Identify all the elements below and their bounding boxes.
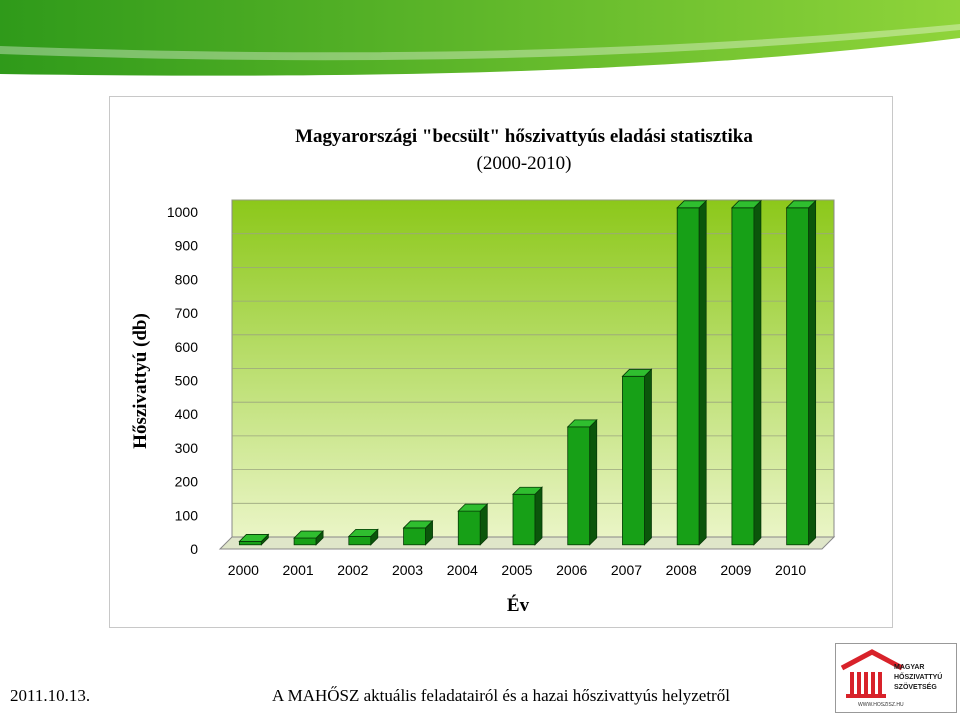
- bar: [512, 486, 543, 546]
- chart-subtitle: (2000-2010): [477, 153, 572, 174]
- bar: [785, 199, 817, 546]
- footer-caption: A MAHŐSZ aktuális feladatairól és a haza…: [272, 686, 730, 705]
- bar: [402, 519, 434, 546]
- bar-front: [512, 493, 536, 546]
- bar-top: [512, 486, 543, 495]
- bar-front: [403, 527, 426, 546]
- logo-url: WWW.HOSZISZ.HU: [858, 702, 904, 708]
- x-axis-label: Év: [507, 594, 530, 616]
- bar-front: [731, 207, 755, 546]
- header-banner: [0, 0, 960, 76]
- bar: [621, 368, 653, 546]
- bar-front: [567, 426, 591, 546]
- bar-front: [786, 207, 810, 546]
- bar-top: [347, 528, 379, 537]
- logo-text-line1: MAGYAR: [894, 664, 925, 671]
- x-tick-label: 2008: [666, 562, 697, 578]
- x-tick-label: 2006: [556, 562, 587, 578]
- bars: [238, 199, 817, 546]
- chart-svg: Magyarországi "becsült" hőszivattyús ela…: [130, 126, 836, 616]
- bar: [676, 199, 708, 546]
- y-tick-label: 400: [175, 406, 199, 422]
- footer-date: 2011.10.13.: [10, 686, 91, 705]
- bar-top: [566, 419, 598, 428]
- bar-top: [730, 200, 762, 209]
- x-tick-label: 2007: [611, 562, 642, 578]
- bar-top: [676, 200, 708, 209]
- y-tick-label: 800: [175, 271, 199, 287]
- banner-swoosh: [0, 0, 960, 76]
- bar: [347, 528, 379, 546]
- y-tick-label: 700: [175, 305, 199, 321]
- y-tick-label: 900: [175, 238, 199, 254]
- logo-text-line2: HŐSZIVATTYÚ: [894, 674, 943, 681]
- x-tick-label: 2009: [720, 562, 751, 578]
- bar-side: [808, 199, 817, 546]
- bar-front: [457, 510, 481, 546]
- x-axis-ticks: 2000 2001 2002 2003 2004 2005 2006 2007 2008 2009…: [228, 562, 807, 578]
- x-tick-label: 2001: [283, 562, 314, 578]
- logo-house-icon: [840, 649, 904, 698]
- bar: [457, 503, 489, 546]
- y-tick-label: 200: [175, 474, 199, 490]
- bar-top: [457, 503, 489, 512]
- bar-top: [293, 530, 325, 539]
- bar-side: [753, 199, 762, 546]
- y-tick-label: 100: [175, 507, 199, 523]
- x-tick-label: 2010: [775, 562, 806, 578]
- x-tick-label: 2003: [392, 562, 423, 578]
- bar-front: [238, 541, 262, 546]
- y-tick-label: 300: [175, 440, 199, 456]
- logo-text-line3: SZÖVETSÉG: [894, 684, 937, 691]
- bar-top: [621, 368, 653, 377]
- bar-front: [622, 375, 645, 546]
- banner-highlight: [0, 24, 960, 61]
- y-axis-label: Hőszivattyú (db): [130, 313, 151, 449]
- y-axis-ticks: 0 100 200 300 400 500 600 700 800 900 1000: [167, 204, 198, 557]
- bar-front: [348, 535, 372, 546]
- bar-side: [534, 486, 543, 546]
- y-tick-label: 1000: [167, 204, 198, 220]
- x-tick-label: 2000: [228, 562, 259, 578]
- bar-side: [644, 368, 652, 546]
- bar: [238, 533, 270, 546]
- x-tick-label: 2005: [501, 562, 532, 578]
- mahosz-logo: MAGYAR HŐSZIVATTYÚ SZÖVETSÉG WWW.HOSZISZ…: [835, 643, 957, 713]
- bar: [730, 199, 762, 546]
- bar-side: [589, 418, 598, 546]
- bar-front: [293, 537, 317, 546]
- bar-top: [238, 534, 270, 542]
- bar-side: [698, 199, 707, 546]
- chart-container: Magyarországi "becsült" hőszivattyús ela…: [109, 96, 893, 628]
- chart-title: Magyarországi "becsült" hőszivattyús ela…: [295, 126, 753, 147]
- y-tick-label: 600: [175, 339, 199, 355]
- bar: [293, 530, 325, 546]
- y-tick-label: 500: [175, 373, 199, 389]
- bar-top: [402, 520, 434, 529]
- x-tick-label: 2004: [447, 562, 478, 578]
- y-tick-label: 0: [190, 541, 198, 557]
- bar: [566, 418, 598, 546]
- x-tick-label: 2002: [337, 562, 368, 578]
- bar-front: [676, 207, 700, 546]
- bar-top: [785, 200, 817, 209]
